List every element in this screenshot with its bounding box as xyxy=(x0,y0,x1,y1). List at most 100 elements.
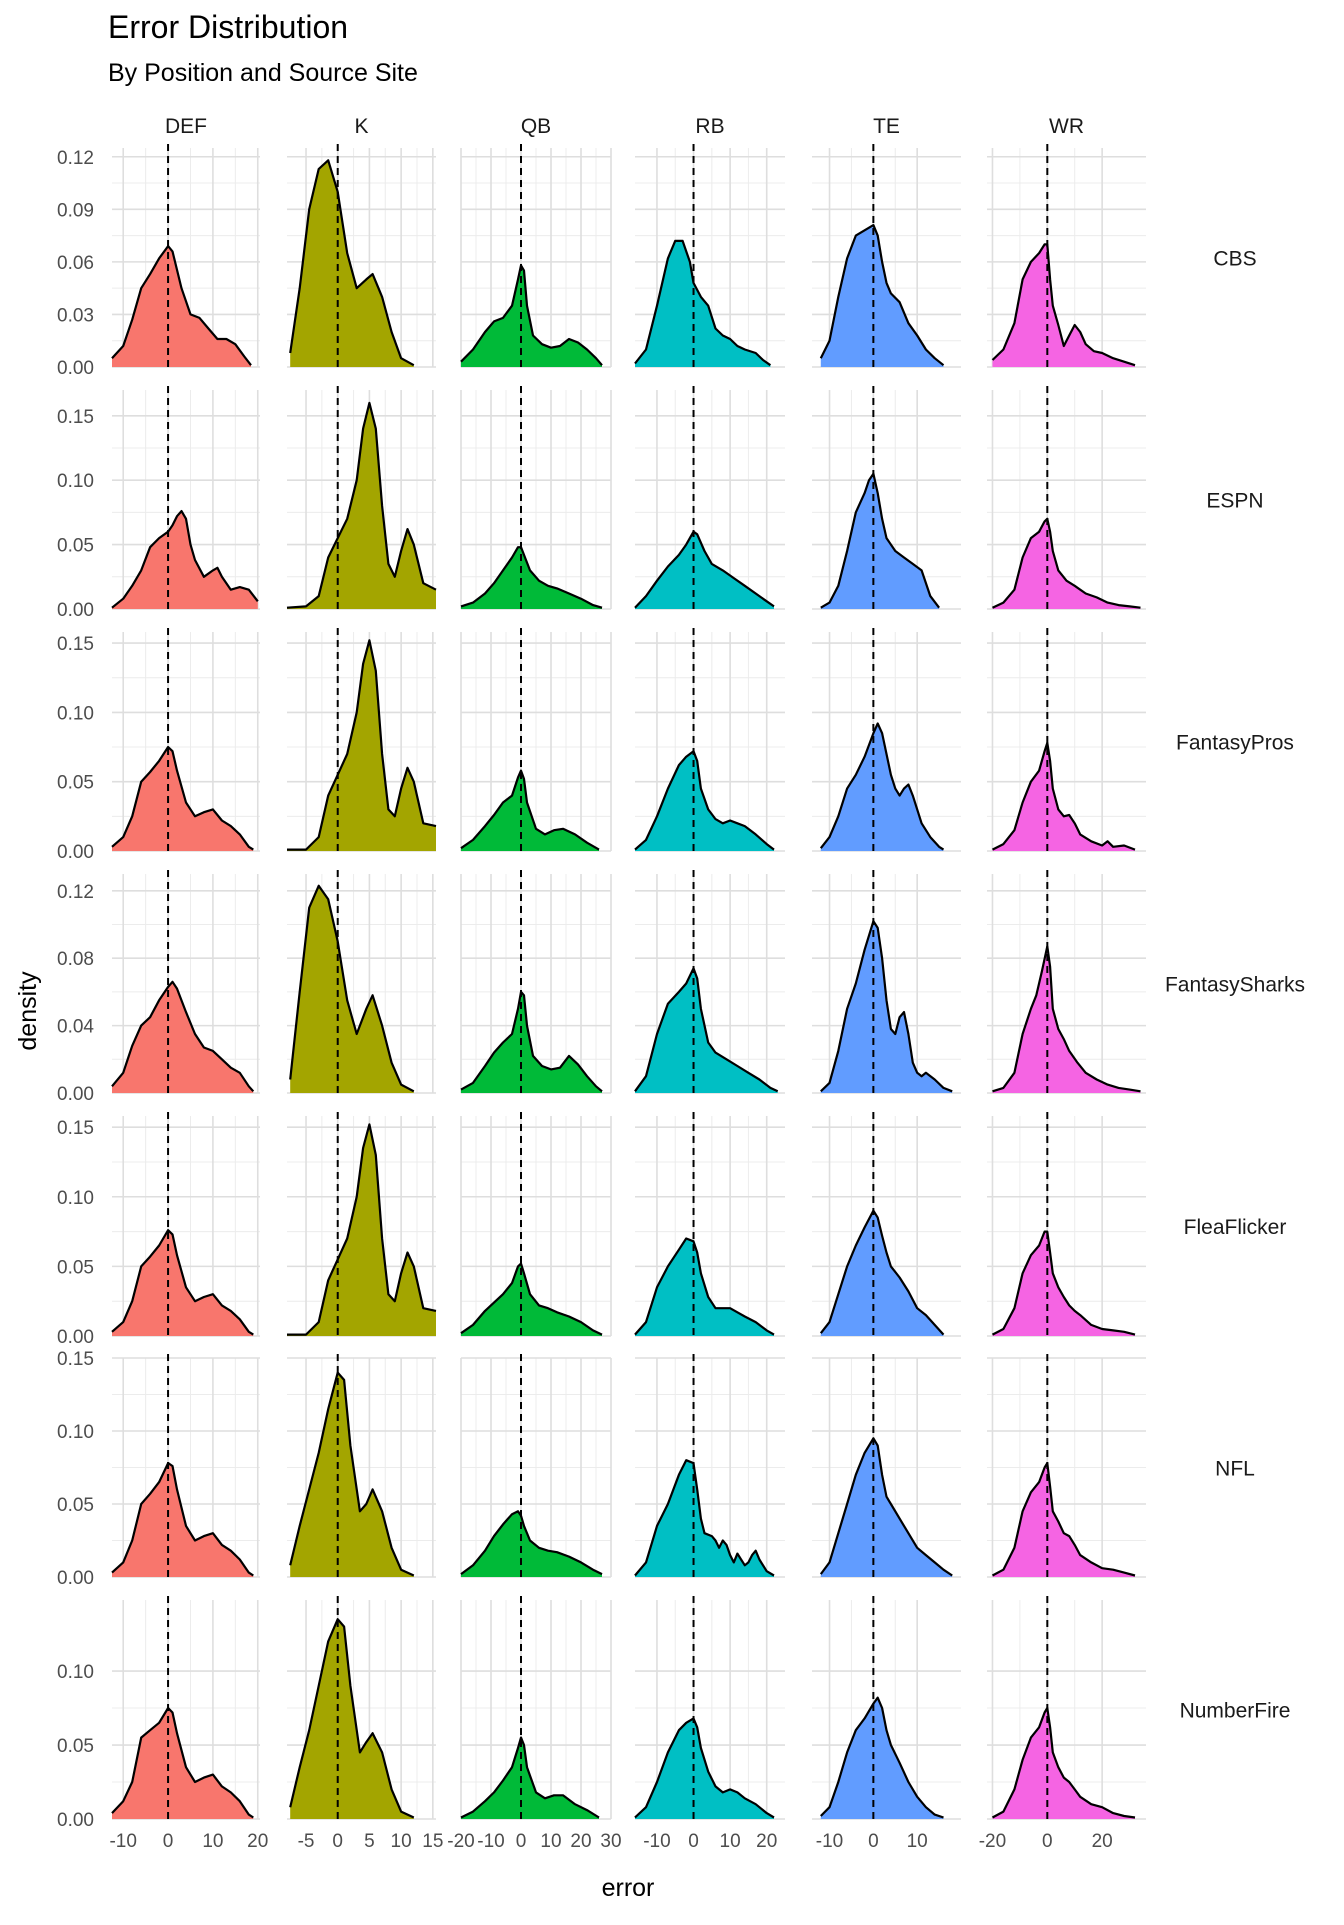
density-area xyxy=(820,1210,944,1336)
x-tick-label: 20 xyxy=(756,1831,777,1852)
density-outline xyxy=(819,722,945,851)
facet-column-label-k: K xyxy=(354,115,368,138)
panel-numberfire-k xyxy=(287,1596,436,1820)
density-outline xyxy=(289,884,415,1093)
panel-fantasypros-def xyxy=(111,628,260,852)
y-tick-label: 0.15 xyxy=(57,1349,94,1370)
density-outline xyxy=(634,1459,775,1577)
x-axis-label: error xyxy=(602,1874,655,1902)
y-tick-label: 0.05 xyxy=(57,1257,94,1278)
y-tick-label: 0.10 xyxy=(57,1188,94,1209)
x-tick-label: -10 xyxy=(816,1831,843,1852)
y-tick-label: 0.00 xyxy=(57,1810,94,1831)
density-outline xyxy=(111,1229,254,1336)
density-outline xyxy=(287,639,437,851)
density-area xyxy=(112,747,254,851)
y-tick-label: 0.10 xyxy=(57,1422,94,1443)
density-area xyxy=(635,1718,774,1819)
facet-row-label-cbs: CBS xyxy=(1213,248,1256,271)
panel-espn-wr xyxy=(987,386,1146,610)
panel-cbs-wr xyxy=(987,144,1146,368)
density-area xyxy=(992,244,1135,367)
panel-fleaflicker-qb xyxy=(460,1112,612,1337)
facet-panels: DEF K QB RB TE WR CBS 0.00 0.03 0.06 0.09 0.12 ESPN 0… xyxy=(57,115,1305,1852)
y-tick-label: 0.12 xyxy=(57,882,94,903)
density-outline xyxy=(289,159,415,367)
density-outline xyxy=(460,546,603,609)
density-area xyxy=(112,1708,254,1819)
density-outline xyxy=(634,1717,775,1819)
panel-fleaflicker-wr xyxy=(987,1112,1146,1337)
density-outline xyxy=(111,1462,254,1577)
x-tick-label: 10 xyxy=(540,1831,561,1852)
density-area xyxy=(820,723,944,851)
density-outline xyxy=(819,1437,953,1577)
density-area xyxy=(820,473,940,609)
density-area xyxy=(635,531,774,609)
density-area xyxy=(461,991,602,1093)
density-area xyxy=(112,981,254,1093)
panel-numberfire-qb xyxy=(460,1596,612,1820)
x-tick-label: 10 xyxy=(391,1831,412,1852)
density-outline xyxy=(991,1230,1136,1336)
density-area xyxy=(112,1463,254,1577)
facet-column-label-qb: QB xyxy=(521,115,551,138)
density-outline xyxy=(820,920,953,1093)
panel-fantasysharks-def xyxy=(111,870,260,1094)
panel-fantasysharks-qb xyxy=(460,870,612,1094)
panel-fleaflicker-rb xyxy=(634,1112,785,1337)
density-outline xyxy=(460,264,603,366)
panel-fleaflicker-def xyxy=(111,1112,260,1337)
facet-row-label-numberfire: NumberFire xyxy=(1180,1700,1291,1723)
density-area xyxy=(820,225,944,367)
panel-nfl-qb xyxy=(460,1354,612,1578)
density-area xyxy=(820,1697,944,1819)
panel-cbs-def xyxy=(111,144,260,368)
x-tick-label: 10 xyxy=(907,1831,928,1852)
density-outline xyxy=(111,1706,254,1819)
density-outline xyxy=(634,239,772,367)
density-area xyxy=(635,240,771,367)
panel-fantasypros-k xyxy=(287,628,437,852)
density-area xyxy=(287,402,436,609)
facet-column-label-rb: RB xyxy=(695,115,724,138)
y-tick-label: 0.15 xyxy=(57,1118,94,1139)
density-area xyxy=(461,1263,602,1336)
y-tick-label: 0.00 xyxy=(57,1327,94,1348)
y-tick-label: 0.12 xyxy=(57,148,94,169)
y-tick-label: 0.00 xyxy=(57,1084,94,1105)
y-tick-label: 0.05 xyxy=(57,773,94,794)
x-tick-label: -20 xyxy=(447,1831,474,1852)
density-outline xyxy=(111,510,259,609)
density-outline xyxy=(819,224,945,367)
panel-espn-te xyxy=(812,386,961,610)
density-outline xyxy=(460,769,600,851)
panel-nfl-wr xyxy=(987,1354,1146,1578)
density-outline xyxy=(286,401,437,609)
y-tick-label: 0.05 xyxy=(57,1495,94,1516)
y-tick-label: 0.10 xyxy=(57,1662,94,1683)
facet-row-label-nfl: NFL xyxy=(1215,1458,1255,1481)
x-tick-label: 30 xyxy=(600,1831,621,1852)
panel-fantasysharks-rb xyxy=(634,870,785,1094)
facet-column-label-wr: WR xyxy=(1049,115,1084,138)
y-tick-label: 0.05 xyxy=(57,536,94,557)
density-outline xyxy=(820,1696,944,1819)
panel-cbs-k xyxy=(287,144,436,368)
y-tick-label: 0.00 xyxy=(57,600,94,621)
x-tick-label: 0 xyxy=(516,1831,527,1852)
panel-espn-qb xyxy=(460,386,612,610)
y-tick-label: 0.08 xyxy=(57,949,94,970)
facet-row-label-fleaflicker: FleaFlicker xyxy=(1184,1216,1287,1239)
panel-fantasypros-wr xyxy=(987,628,1146,852)
y-tick-label: 0.03 xyxy=(57,305,94,326)
panel-fantasypros-qb xyxy=(460,628,612,852)
y-tick-label: 0.00 xyxy=(57,842,94,863)
density-outline xyxy=(460,1262,603,1336)
density-outline xyxy=(287,1123,437,1336)
y-tick-label: 0.04 xyxy=(57,1017,94,1038)
density-outline xyxy=(634,1237,775,1336)
facet-row-label-fantasypros: FantasyPros xyxy=(1176,732,1294,755)
x-tick-label: -10 xyxy=(109,1831,136,1852)
